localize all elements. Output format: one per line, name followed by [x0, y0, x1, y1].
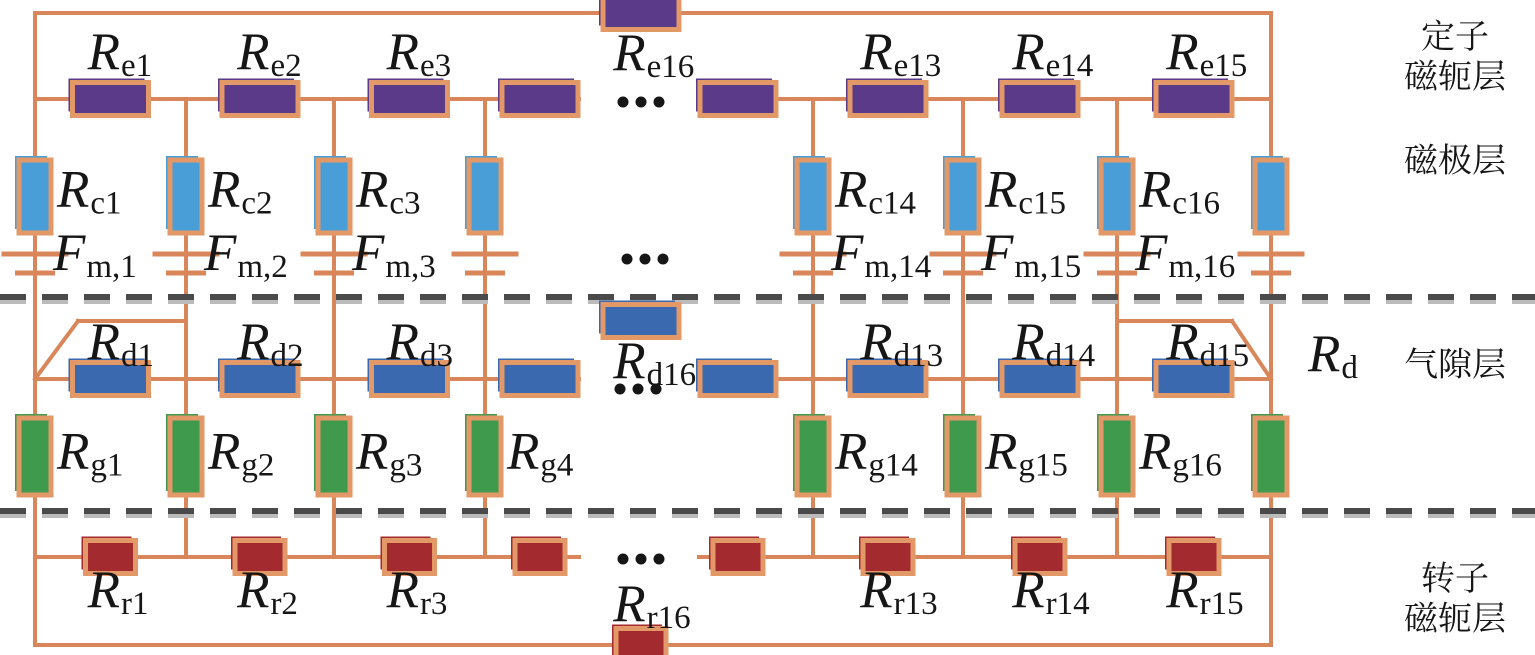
svg-text:Fm,14: Fm,14	[830, 224, 931, 285]
svg-text:Rg1: Rg1	[56, 423, 123, 484]
svg-text:Rc14: Rc14	[834, 161, 916, 222]
svg-text:Rc1: Rc1	[56, 161, 122, 222]
svg-text:Rc3: Rc3	[355, 161, 421, 222]
svg-text:Rd16: Rd16	[612, 332, 696, 393]
svg-text:Re14: Re14	[1011, 23, 1093, 84]
svg-text:Fm,16: Fm,16	[1134, 224, 1235, 285]
svg-text:Fm,2: Fm,2	[203, 224, 288, 285]
svg-text:Rr1: Rr1	[87, 561, 149, 622]
svg-text:Rg4: Rg4	[506, 423, 573, 484]
svg-text:Rd: Rd	[1307, 325, 1358, 386]
svg-text:Rg14: Rg14	[834, 423, 918, 484]
svg-text:Rr2: Rr2	[236, 561, 298, 622]
svg-text:Rr3: Rr3	[386, 561, 448, 622]
svg-text:Re15: Re15	[1165, 23, 1247, 84]
svg-text:Re2: Re2	[236, 23, 302, 84]
svg-text:Rg2: Rg2	[207, 423, 274, 484]
svg-text:Rc15: Rc15	[984, 161, 1066, 222]
svg-text:Rg16: Rg16	[1138, 423, 1222, 484]
svg-text:Rg3: Rg3	[355, 423, 422, 484]
svg-text:Rc2: Rc2	[207, 161, 273, 222]
svg-text:Fm,1: Fm,1	[52, 224, 137, 285]
svg-text:Re3: Re3	[386, 23, 452, 84]
svg-text:Re1: Re1	[87, 23, 153, 84]
svg-text:Rd2: Rd2	[236, 313, 303, 374]
svg-text:Rd13: Rd13	[859, 313, 943, 374]
svg-text:气隙层: 气隙层	[1404, 337, 1506, 386]
svg-text:Fm,15: Fm,15	[980, 224, 1081, 285]
svg-text:磁轭层: 磁轭层	[1404, 49, 1506, 98]
svg-text:Re13: Re13	[859, 23, 941, 84]
svg-text:Fm,3: Fm,3	[351, 224, 436, 285]
svg-text:Rd14: Rd14	[1011, 313, 1095, 374]
svg-text:磁极层: 磁极层	[1404, 133, 1506, 182]
svg-text:Rg15: Rg15	[984, 423, 1068, 484]
svg-text:磁轭层: 磁轭层	[1404, 591, 1506, 640]
svg-text:Rr16: Rr16	[612, 575, 690, 636]
svg-text:Re16: Re16	[612, 24, 694, 85]
svg-text:Rd3: Rd3	[386, 313, 453, 374]
svg-text:Rc16: Rc16	[1138, 161, 1220, 222]
